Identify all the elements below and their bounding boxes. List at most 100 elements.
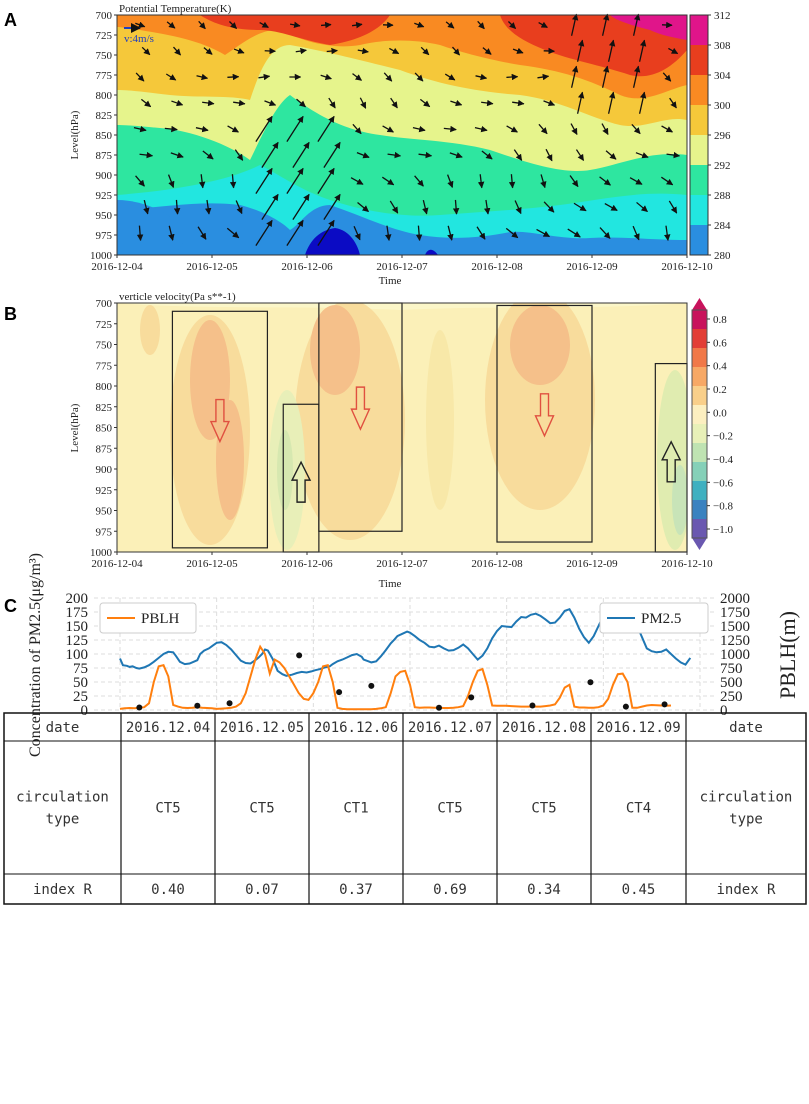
- wind-vector: [636, 201, 648, 213]
- wind-vector: [292, 141, 310, 168]
- wind-vector: [422, 199, 429, 215]
- wind-vector: [326, 47, 338, 55]
- wind-vector: [390, 97, 398, 109]
- right-ytick-label: 1000: [720, 647, 750, 663]
- wind-vector: [443, 125, 457, 133]
- colorbar-tick-label: 288: [714, 190, 731, 202]
- table-cell: CT5: [531, 801, 556, 817]
- marker-point: [622, 703, 629, 710]
- table-row-trailer: type: [729, 812, 763, 828]
- wind-vector: [387, 151, 402, 159]
- left-ytick-label: 50: [73, 675, 88, 691]
- table-cell: 0.69: [433, 882, 467, 898]
- xtick-label: 2016-12-05: [186, 558, 238, 570]
- wind-vector: [352, 73, 363, 81]
- panel-c-series: [119, 606, 692, 711]
- wind-vector: [227, 73, 240, 81]
- panel-a-title: Potential Temperature(K): [119, 3, 232, 15]
- ytick-label: 900: [96, 170, 113, 182]
- left-ytick-label: 150: [66, 619, 89, 635]
- panel-c-grid: [94, 597, 714, 711]
- wind-vector: [356, 152, 370, 159]
- table-cell: 2016.12.05: [220, 720, 304, 736]
- wind-vector: [415, 225, 423, 242]
- wind-vector: [474, 125, 488, 133]
- ytick-label: 825: [96, 402, 113, 414]
- xtick-label: 2016-12-07: [376, 558, 428, 570]
- wind-vector: [198, 174, 206, 189]
- wind-vector: [513, 149, 523, 161]
- ytick-label: 725: [96, 30, 113, 42]
- wind-vector: [536, 228, 551, 238]
- wind-vector: [537, 73, 550, 81]
- up-arrow: [290, 460, 312, 503]
- ytick-label: 850: [96, 130, 113, 142]
- wind-vector: [135, 175, 145, 187]
- wind-vector: [543, 99, 556, 107]
- right-ytick-label: 750: [720, 661, 743, 677]
- process-box: [496, 304, 593, 543]
- wind-vector: [141, 46, 151, 56]
- table-row-trailer: index R: [716, 882, 776, 898]
- xtick-label: 2016-12-04: [91, 558, 143, 570]
- wind-vector: [202, 99, 215, 107]
- circulation-table: date 2016.12.04 2016.12.05 2016.12.06 2016.1…: [3, 712, 807, 905]
- wind-vector: [668, 47, 679, 55]
- ytick-label: 950: [96, 210, 113, 222]
- wind-vector: [447, 225, 454, 241]
- ytick-label: 975: [96, 526, 113, 538]
- wind-vector: [419, 98, 431, 108]
- wind-vector: [662, 72, 672, 82]
- xtick-label: 2016-12-06: [281, 261, 333, 273]
- left-ytick-label: 25: [73, 689, 88, 705]
- ytick-label: 900: [96, 464, 113, 476]
- wind-vector: [507, 21, 517, 29]
- wind-vector: [450, 99, 463, 107]
- ytick-label: 800: [96, 90, 113, 102]
- wind-vector: [576, 91, 585, 114]
- xtick-label: 2016-12-04: [91, 261, 143, 273]
- wind-vector: [482, 47, 492, 55]
- wind-vector: [660, 176, 674, 186]
- wind-vector: [635, 152, 649, 159]
- wind-vector: [567, 228, 581, 238]
- legend-pblh-label: PBLH: [141, 611, 180, 627]
- wind-vector: [233, 47, 245, 54]
- wind-vector: [135, 72, 145, 82]
- wind-vector: [475, 73, 488, 81]
- wind-vector: [229, 174, 237, 189]
- marker-point: [661, 701, 668, 708]
- wind-scale-label: v:4m/s: [124, 33, 154, 45]
- panel-c-axes: 0255075100125150175200025050075010001250…: [66, 591, 751, 719]
- wind-vector: [414, 21, 425, 28]
- table-cell: 0.45: [622, 882, 656, 898]
- wind-vector: [389, 47, 400, 55]
- wind-vector: [165, 73, 177, 81]
- wind-vector: [196, 73, 209, 81]
- colorbar-tick-label: 296: [714, 130, 731, 142]
- wind-vector: [227, 125, 239, 133]
- wind-vector: [540, 174, 547, 189]
- panel-c-left-ylabel: Concentration of PM2.5(μg/m³): [27, 553, 44, 757]
- ytick-label: 950: [96, 506, 113, 518]
- wind-vector: [389, 200, 399, 214]
- panel-a-ylabel: Level(hPa): [69, 110, 81, 159]
- wind-vector: [512, 47, 524, 54]
- wind-vector: [168, 225, 175, 241]
- ytick-label: 925: [96, 485, 113, 497]
- ytick-label: 1000: [90, 250, 113, 262]
- table-cell: 2016.12.09: [596, 720, 680, 736]
- ytick-label: 700: [96, 298, 113, 310]
- wind-vector: [451, 46, 461, 56]
- wind-vector: [259, 21, 269, 29]
- marker-point: [296, 652, 303, 659]
- colorbar-tick-label: −0.8: [713, 501, 733, 513]
- wind-vector: [173, 199, 181, 215]
- wind-vector: [669, 97, 677, 109]
- wind-vector: [382, 125, 394, 133]
- right-ytick-label: 2000: [720, 591, 750, 607]
- wind-vector: [350, 177, 364, 185]
- colorbar-extend-top: [692, 298, 707, 310]
- wind-vector: [632, 65, 641, 88]
- colorbar-bin: [692, 405, 707, 425]
